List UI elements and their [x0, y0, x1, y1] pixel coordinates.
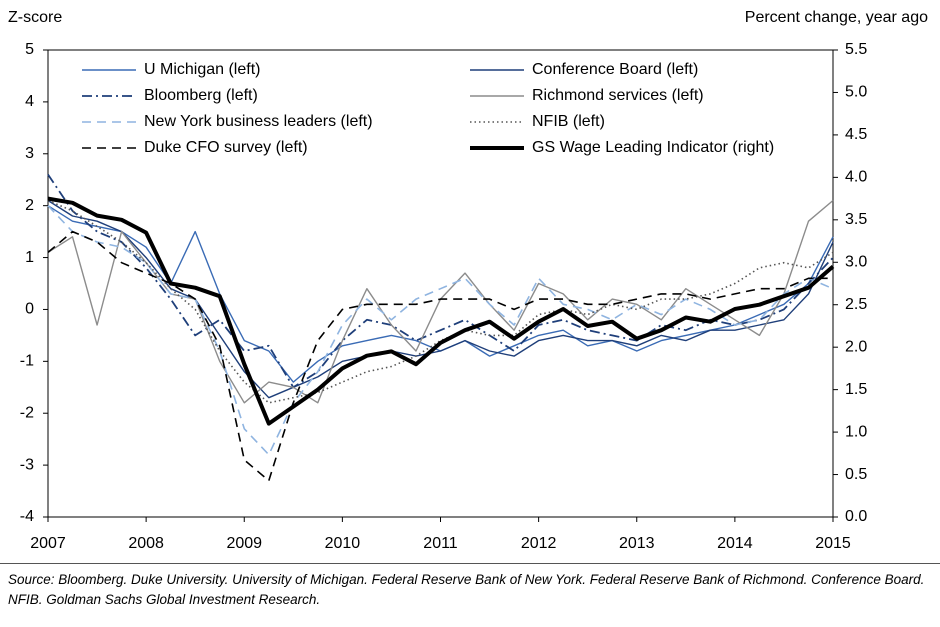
legend-label: Conference Board (left) — [532, 61, 698, 78]
y2-tick-label: 3.0 — [845, 253, 867, 270]
series-line — [47, 199, 834, 404]
x-tick-label: 2008 — [128, 535, 164, 552]
series-line — [47, 205, 834, 383]
series-line — [47, 196, 835, 426]
y2-tick-label: 4.0 — [845, 169, 867, 186]
x-tick-label: 2013 — [619, 535, 655, 552]
series-line — [47, 199, 834, 404]
y2-tick-label: 4.5 — [845, 126, 867, 143]
legend-label: U Michigan (left) — [144, 61, 260, 78]
y-tick-label: -1 — [20, 353, 34, 370]
y-tick-label: 1 — [25, 249, 34, 266]
legend-label: NFIB (left) — [532, 113, 605, 130]
x-tick-label: 2007 — [30, 535, 66, 552]
source-note: Source: Bloomberg. Duke University. Univ… — [8, 572, 925, 607]
y-tick-label: -2 — [20, 404, 34, 421]
y-tick-label: 0 — [25, 301, 34, 318]
y-tick-label: 4 — [25, 93, 34, 110]
x-tick-label: 2014 — [717, 535, 753, 552]
y-tick-label: 5 — [25, 41, 34, 58]
y-tick-label: 3 — [25, 145, 34, 162]
series-line — [47, 230, 833, 482]
legend-label: New York business leaders (left) — [144, 113, 373, 130]
y2-tick-label: 5.0 — [845, 84, 867, 101]
series-line — [47, 205, 834, 456]
y2-tick-label: 1.0 — [845, 423, 867, 440]
y2-tick-label: 5.5 — [845, 41, 867, 58]
divider — [0, 563, 940, 564]
y2-tick-label: 0.0 — [845, 508, 867, 525]
y2-tick-label: 3.5 — [845, 211, 867, 228]
y2-tick-label: 1.5 — [845, 381, 867, 398]
y2-tick-label: 2.0 — [845, 338, 867, 355]
series-line — [47, 199, 834, 399]
y2-tick-label: 0.5 — [845, 466, 867, 483]
x-tick-label: 2012 — [521, 535, 557, 552]
y-axis-label: Z-score — [8, 9, 62, 26]
y-tick-label: 2 — [25, 197, 34, 214]
chart: Z-score Percent change, year ago 5 4 3 2 1 0 -… — [8, 9, 928, 552]
legend-label: Duke CFO survey (left) — [144, 139, 308, 156]
x-tick-label: 2015 — [815, 535, 851, 552]
x-tick-label: 2010 — [325, 535, 361, 552]
y-tick-label: -4 — [20, 508, 34, 525]
y-tick-label: -3 — [20, 456, 34, 473]
y2-tick-label: 2.5 — [845, 296, 867, 313]
x-tick-label: 2011 — [423, 535, 458, 552]
x-tick-label: 2009 — [226, 535, 262, 552]
y2-axis-label: Percent change, year ago — [745, 9, 928, 26]
legend-label: GS Wage Leading Indicator (right) — [532, 139, 774, 156]
series-line — [47, 173, 834, 389]
legend-label: Richmond services (left) — [532, 87, 704, 104]
legend-label: Bloomberg (left) — [144, 87, 258, 104]
